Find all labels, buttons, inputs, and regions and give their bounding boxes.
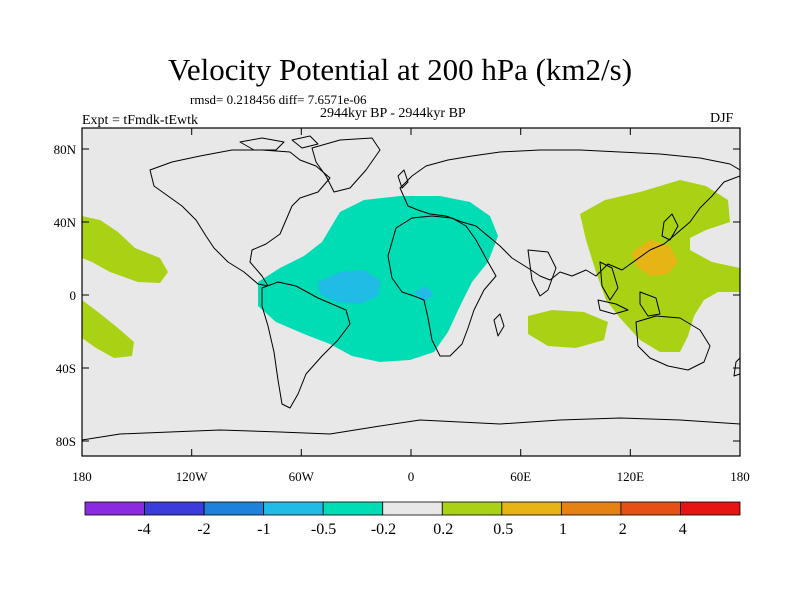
y-tick-marks [82,148,740,442]
experiment-label: Expt = tFmdk-tEwtk [82,113,199,128]
coastlines [82,135,740,441]
y-tick-label: 80S [56,434,76,449]
x-tick-label: 0 [408,469,415,484]
colorbar-swatch [144,501,205,516]
chart-title: Velocity Potential at 200 hPa (km2/s) [167,52,633,87]
x-tick-label: 180 [730,469,750,484]
colorbar-label: -2 [197,521,210,538]
colorbar-swatch [441,501,503,516]
x-tick-marks [81,128,741,456]
x-tick-label: 60W [289,469,315,484]
negative-mid-spot [414,286,434,302]
x-tick-label: 120E [617,469,645,484]
colorbar-swatch [501,501,562,516]
colorbar-swatch [620,501,681,516]
colorbar-swatch [560,501,622,516]
colorbar-label: 0.2 [433,521,453,538]
colorbar-swatch [322,501,384,516]
colorbar-label: 2 [619,521,627,538]
x-tick-label: 120W [176,469,209,484]
colorbar-label: -0.2 [371,521,396,538]
colorbar-swatch [382,501,443,516]
period-label: 2944kyr BP - 2944kyr BP [320,106,466,121]
positive-mid-region [632,240,678,276]
y-tick-label: 40N [54,215,77,230]
negative-mid-region [318,270,380,304]
x-tick-label: 180 [72,469,92,484]
x-tick-label: 60E [510,469,531,484]
y-tick-label: 40S [56,361,76,376]
colorbar-label: 4 [679,521,687,538]
colorbar-swatch [263,501,324,516]
colorbar-swatch [203,501,265,516]
colorbar-labels: -4 -2 -1 -0.5 -0.2 0.2 0.5 1 2 4 [137,521,686,538]
y-tick-label: 0 [70,288,77,303]
positive-anomaly-regions [82,180,740,358]
colorbar-swatch [84,501,145,516]
colorbar-label: -4 [137,521,150,538]
colorbar [84,501,741,516]
season-label: DJF [710,111,734,126]
y-tick-label: 80N [54,142,77,157]
colorbar-swatch [680,501,741,516]
colorbar-label: 1 [559,521,567,538]
stats-label: rmsd= 0.218456 diff= 7.6571e-06 [190,92,367,107]
colorbar-label: 0.5 [493,521,513,538]
colorbar-label: -1 [257,521,270,538]
colorbar-label: -0.5 [311,521,336,538]
